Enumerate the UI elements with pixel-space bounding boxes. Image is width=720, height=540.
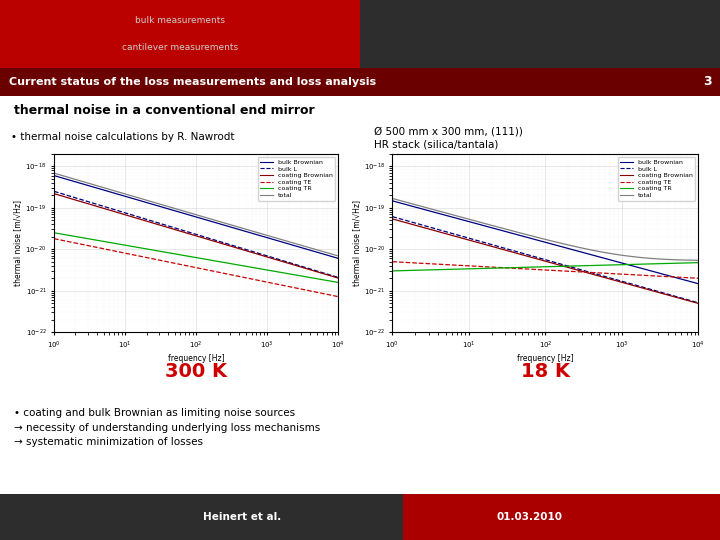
Text: bulk measurements: bulk measurements [135,16,225,25]
Bar [0,0,360,68]
Text: Current status of the loss measurements and loss analysis: Current status of the loss measurements … [9,77,376,86]
Bar [0,494,403,540]
X-axis label: frequency [Hz]: frequency [Hz] [517,354,574,363]
Text: 18 K: 18 K [521,362,570,381]
Bar [360,0,720,68]
Text: 300 K: 300 K [165,362,228,381]
Text: HR stack (silica/tantala): HR stack (silica/tantala) [374,140,499,150]
Y-axis label: thermal noise [m/√Hz]: thermal noise [m/√Hz] [352,200,361,286]
Text: 01.03.2010: 01.03.2010 [497,512,563,522]
Legend: bulk Brownian, bulk L, coating Brownian, coating TE, coating TR, total: bulk Brownian, bulk L, coating Brownian,… [618,157,696,200]
Text: • thermal noise calculations by R. Nawrodt: • thermal noise calculations by R. Nawro… [11,132,234,142]
Text: cantilever measurements: cantilever measurements [122,43,238,52]
Text: • coating and bulk Brownian as limiting noise sources: • coating and bulk Brownian as limiting … [14,408,295,418]
Text: Ø 500 mm x 300 mm, (111)): Ø 500 mm x 300 mm, (111)) [374,127,523,137]
Text: → systematic minimization of losses: → systematic minimization of losses [14,437,203,447]
X-axis label: frequency [Hz]: frequency [Hz] [168,354,225,363]
Bar [403,494,720,540]
Text: Heinert et al.: Heinert et al. [203,512,281,522]
Text: 3: 3 [703,75,711,88]
Legend: bulk Brownian, bulk L, coating Brownian, coating TE, coating TR, total: bulk Brownian, bulk L, coating Brownian,… [258,157,336,200]
Y-axis label: thermal noise [m/√Hz]: thermal noise [m/√Hz] [14,200,22,286]
Text: → necessity of understanding underlying loss mechanisms: → necessity of understanding underlying … [14,422,320,433]
Text: thermal noise in a conventional end mirror: thermal noise in a conventional end mirr… [14,104,315,117]
